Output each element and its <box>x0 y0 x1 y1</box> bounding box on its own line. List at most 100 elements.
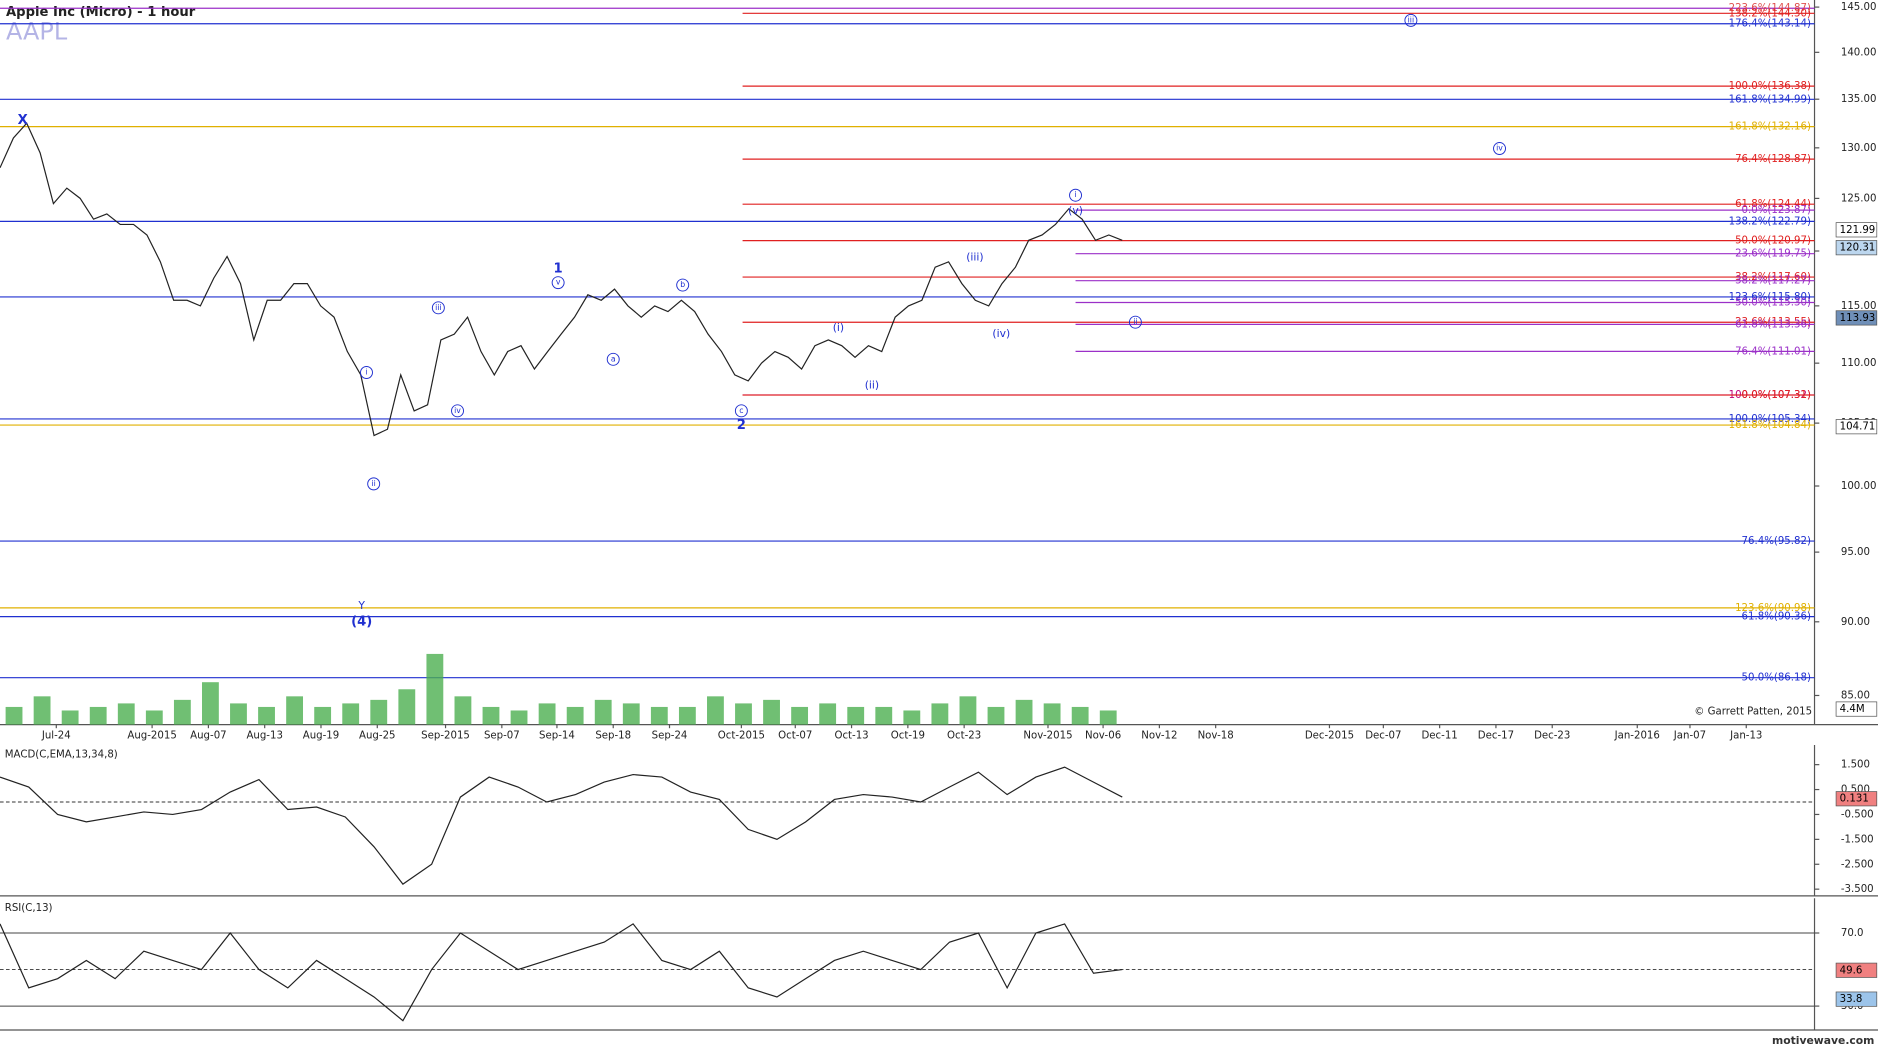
fib-label: 61.8%(124.44) <box>1735 199 1811 210</box>
wave-label: i <box>1074 190 1076 199</box>
y-tick-label: 110.00 <box>1841 358 1877 369</box>
fib-label: 23.6%(113.55) <box>1735 317 1811 328</box>
wave-label: v <box>556 278 561 287</box>
y-tick-label: 90.00 <box>1841 617 1870 628</box>
x-tick-label: Oct-07 <box>778 730 812 741</box>
fib-label: 223.6%(144.87) <box>1729 3 1811 14</box>
volume-bar <box>1071 706 1089 725</box>
price-box <box>1835 962 1878 978</box>
volume-bar <box>33 696 51 725</box>
wave-label: iv <box>454 406 461 415</box>
price-box <box>1835 701 1878 717</box>
volume-bar <box>145 710 163 725</box>
x-tick-label: Dec-11 <box>1421 730 1457 741</box>
fib-label: 161.8%(134.99) <box>1729 94 1811 105</box>
price-box-label: 120.31 <box>1840 243 1876 254</box>
fib-label: 0.0%(123.87) <box>1742 205 1811 216</box>
volume-bar <box>875 706 893 725</box>
x-tick-label: Jan-13 <box>1729 730 1762 741</box>
price-box-label: 4.4M <box>1840 704 1865 715</box>
y-tick-label: 70.0 <box>1841 928 1864 939</box>
series-line <box>0 766 1123 885</box>
volume-bar <box>1015 699 1033 725</box>
fib-label: 50.0%(86.18) <box>1742 673 1811 684</box>
fib-label: 61.8%(113.36) <box>1735 319 1811 330</box>
y-tick-label: 125.00 <box>1841 193 1877 204</box>
wave-label: ii <box>1133 317 1137 326</box>
fib-label: 38.2%(117.27) <box>1735 276 1811 287</box>
volume-bar <box>426 653 444 725</box>
panel-title: MACD(C,EMA,13,34,8) <box>5 750 118 761</box>
wave-label: a <box>611 354 616 363</box>
wave-label: (iii) <box>966 251 983 264</box>
volume-bar <box>61 710 79 725</box>
volume-bar <box>258 706 275 725</box>
x-tick-label: Dec-17 <box>1478 730 1514 741</box>
x-tick-label: Nov-06 <box>1085 730 1121 741</box>
x-tick-label: Nov-18 <box>1198 730 1234 741</box>
wave-circle <box>606 352 620 366</box>
brand: motivewave.com <box>1772 1034 1874 1047</box>
wave-label: (v) <box>1068 204 1083 217</box>
wave-circle <box>367 477 381 491</box>
wave-circle <box>1069 188 1083 202</box>
y-tick-label: 135.00 <box>1841 94 1877 105</box>
price-box <box>1835 991 1878 1007</box>
volume-bar <box>173 699 191 725</box>
wave-label: (ii) <box>865 379 879 392</box>
x-tick-label: Oct-23 <box>947 730 981 741</box>
fib-label: 61.8%(90.36) <box>1742 612 1811 623</box>
volume-bar <box>791 706 809 725</box>
volume-bar <box>622 703 640 725</box>
wave-label: (i) <box>833 321 844 334</box>
volume-bar <box>1099 710 1117 725</box>
price-box-label: 113.93 <box>1840 313 1876 324</box>
price-box-label: 121.99 <box>1840 225 1876 236</box>
x-tick-label: Nov-12 <box>1141 730 1177 741</box>
wave-label: iv <box>1496 144 1503 153</box>
x-tick-label: Dec-2015 <box>1305 730 1354 741</box>
wave-label: (4) <box>351 615 372 630</box>
fib-label: 100.0%(136.38) <box>1729 81 1811 92</box>
x-tick-label: Oct-2015 <box>718 730 765 741</box>
fib-label: 138.2%(144.30) <box>1729 8 1811 19</box>
wave-label: iii <box>1408 15 1414 24</box>
volume-bar <box>286 696 304 725</box>
y-tick-label: 115.00 <box>1841 301 1877 312</box>
wave-circle <box>1404 13 1418 27</box>
y-tick-label: -3.500 <box>1841 884 1874 895</box>
volume-bar <box>959 696 977 725</box>
y-tick-label: 140.00 <box>1841 47 1877 58</box>
volume-bar <box>566 706 584 725</box>
volume-bar <box>538 703 556 725</box>
price-box-label: 0.131 <box>1840 794 1869 805</box>
y-tick-label: 85.00 <box>1841 690 1870 701</box>
wave-circle <box>1128 315 1142 329</box>
symbol-watermark: AAPL <box>6 17 68 45</box>
x-tick-label: Aug-07 <box>190 730 226 741</box>
panel-title: RSI(C,13) <box>5 903 53 914</box>
volume-bar <box>650 706 668 725</box>
volume-bar <box>763 699 780 725</box>
y-tick-label: 95.00 <box>1841 547 1870 558</box>
fib-label: 76.4%(128.87) <box>1735 154 1811 165</box>
x-tick-label: Sep-18 <box>595 730 631 741</box>
x-tick-label: Dec-07 <box>1365 730 1401 741</box>
volume-bar <box>1043 703 1061 725</box>
wave-circle <box>1493 142 1506 155</box>
x-tick-label: Aug-2015 <box>127 730 176 741</box>
wave-circle <box>451 404 464 418</box>
y-tick-label: 100.00 <box>1841 481 1877 492</box>
y-tick-label: 130.00 <box>1841 143 1877 154</box>
wave-label: 2 <box>737 418 746 433</box>
y-tick-label: 1.500 <box>1841 760 1870 771</box>
x-tick-label: Aug-19 <box>303 730 339 741</box>
y-tick-label: -0.500 <box>1841 809 1874 820</box>
wave-circle <box>360 366 373 379</box>
fib-label: 138.2%(122.79) <box>1729 216 1811 227</box>
y-tick-label: 0.500 <box>1841 785 1870 796</box>
wave-label: 1 <box>554 261 563 276</box>
volume-bar <box>230 703 247 725</box>
fib-label: 123.6%(115.80) <box>1729 292 1811 303</box>
